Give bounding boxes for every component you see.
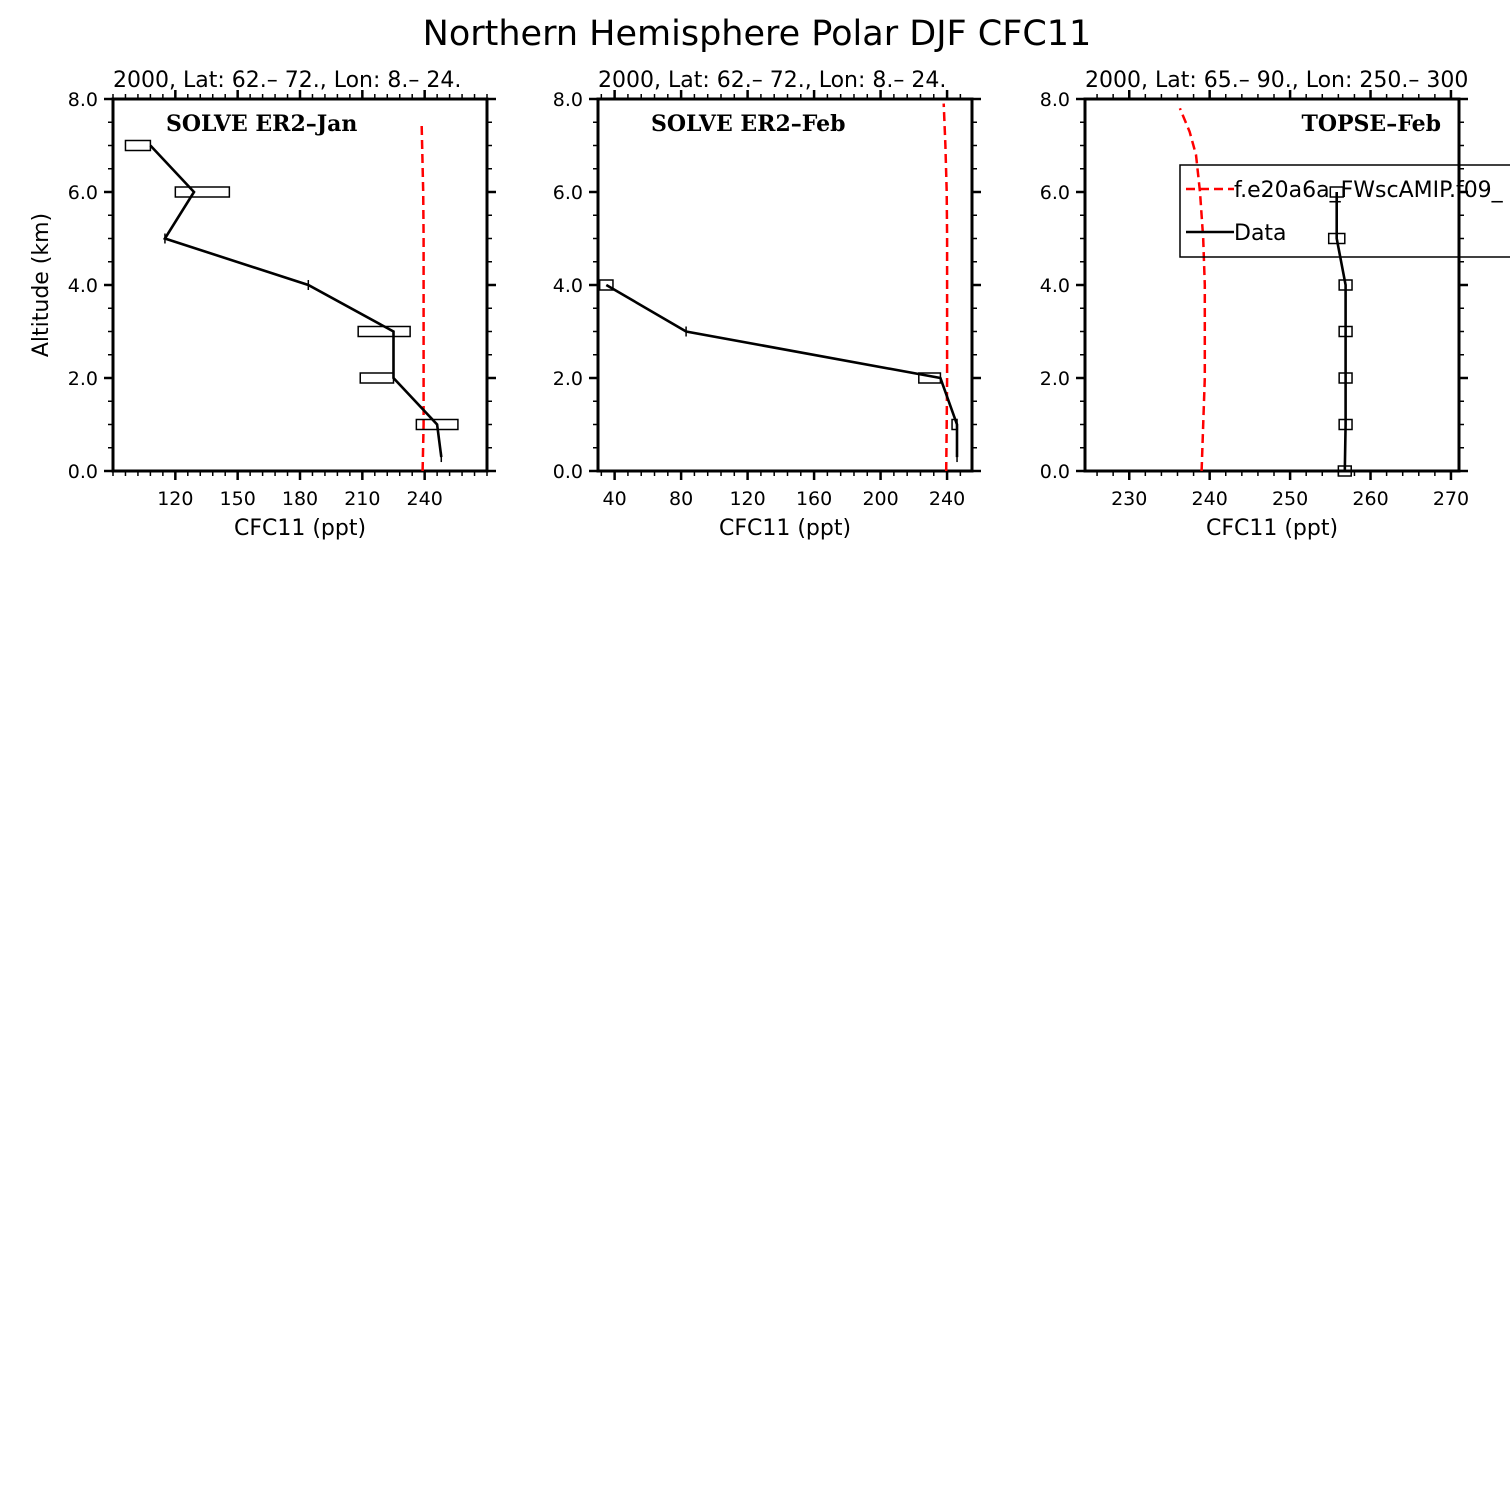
- legend-label: f.e20a6a_FWscAMIP.f09_: [1234, 178, 1504, 203]
- y-tick-label: 4.0: [553, 275, 583, 297]
- data-error-box: [1338, 279, 1353, 291]
- data-error-box: [918, 372, 942, 384]
- x-tick-label: 180: [282, 488, 318, 510]
- data-error-box: [951, 418, 958, 431]
- panel-1: 0.0 2.0 4.0 6.0 8.0 120 150 180 210 240 CFC11 (ppt…: [29, 68, 496, 541]
- data-error-box: [1338, 372, 1353, 384]
- x-tick-label: 120: [157, 488, 193, 510]
- x-tick-label: 260: [1352, 488, 1388, 510]
- plot-frame: [1083, 97, 1461, 473]
- x-tick-label: 40: [603, 488, 627, 510]
- y-tick-label: 6.0: [1040, 182, 1070, 204]
- x-tick-label: 150: [220, 488, 256, 510]
- y-tick-label: 2.0: [553, 368, 583, 390]
- data-error-box: [174, 186, 231, 198]
- x-axis-label: CFC11 (ppt): [1206, 516, 1338, 541]
- data-error-box: [1329, 186, 1344, 198]
- y-tick-label: 8.0: [1040, 89, 1070, 111]
- data-error-box: [357, 325, 411, 338]
- data-error-box: [415, 418, 459, 431]
- x-tick-label: 240: [1192, 488, 1228, 510]
- x-tick-label: 200: [862, 488, 898, 510]
- panel-3: 0.0 2.0 4.0 6.0 8.0 230 240 250 260 270 CFC11 (ppt…: [1040, 68, 1510, 541]
- legend-label: Data: [1234, 221, 1287, 246]
- y-axis-label: Altitude (km): [29, 213, 54, 357]
- model-series-line: [942, 103, 949, 471]
- data-series-line: [605, 283, 959, 458]
- data-error-box: [124, 139, 152, 152]
- panel-label: SOLVE ER2–Jan: [166, 111, 357, 137]
- panel-top-title: 2000, Lat: 62.– 72., Lon: 8.– 24.: [113, 68, 461, 93]
- x-tick-label: 230: [1111, 488, 1147, 510]
- data-error-box: [1338, 418, 1353, 431]
- plot-frame: [111, 97, 489, 473]
- plot-frame: [596, 97, 974, 473]
- y-tick-label: 8.0: [553, 89, 583, 111]
- model-series-line: [1178, 107, 1207, 471]
- legend-box: [1179, 164, 1510, 258]
- y-tick-label: 2.0: [1040, 368, 1070, 390]
- x-tick-label: 120: [729, 488, 765, 510]
- y-tick-label: 8.0: [68, 89, 98, 111]
- y-tick-label: 6.0: [553, 182, 583, 204]
- data-error-box: [1327, 232, 1346, 245]
- model-series-line: [420, 122, 425, 471]
- panels: 0.0 2.0 4.0 6.0 8.0 120 150 180 210 240 CFC11 (ppt…: [29, 68, 1510, 541]
- x-tick-label: 160: [796, 488, 832, 510]
- panel-2: 0.0 2.0 4.0 6.0 8.0 40 80 120 160 200 240 CFC11 (pp…: [553, 68, 981, 541]
- x-tick-label: 270: [1433, 488, 1469, 510]
- panel-top-title: 2000, Lat: 62.– 72., Lon: 8.– 24.: [598, 68, 946, 93]
- y-tick-label: 4.0: [68, 275, 98, 297]
- data-error-box: [1337, 465, 1352, 477]
- data-error-box: [1338, 325, 1353, 338]
- x-tick-label: 80: [669, 488, 693, 510]
- data-series-line: [149, 144, 443, 458]
- data-error-box: [359, 372, 395, 384]
- panel-top-title: 2000, Lat: 65.– 90., Lon: 250.– 300: [1085, 68, 1468, 93]
- y-tick-label: 2.0: [68, 368, 98, 390]
- data-series-line: [1335, 192, 1347, 471]
- x-axis-label: CFC11 (ppt): [719, 516, 851, 541]
- y-tick-label: 0.0: [1040, 461, 1070, 483]
- x-tick-label: 250: [1272, 488, 1308, 510]
- x-axis-label: CFC11 (ppt): [234, 516, 366, 541]
- x-tick-label: 240: [407, 488, 443, 510]
- y-tick-label: 4.0: [1040, 275, 1070, 297]
- y-tick-label: 6.0: [68, 182, 98, 204]
- panel-label: TOPSE–Feb: [1301, 111, 1441, 137]
- y-tick-label: 0.0: [553, 461, 583, 483]
- figure-title: Northern Hemisphere Polar DJF CFC11: [423, 14, 1092, 54]
- panel-label: SOLVE ER2–Feb: [651, 111, 846, 137]
- x-tick-label: 210: [344, 488, 380, 510]
- data-error-box: [598, 279, 614, 291]
- y-tick-label: 0.0: [68, 461, 98, 483]
- x-tick-label: 240: [929, 488, 965, 510]
